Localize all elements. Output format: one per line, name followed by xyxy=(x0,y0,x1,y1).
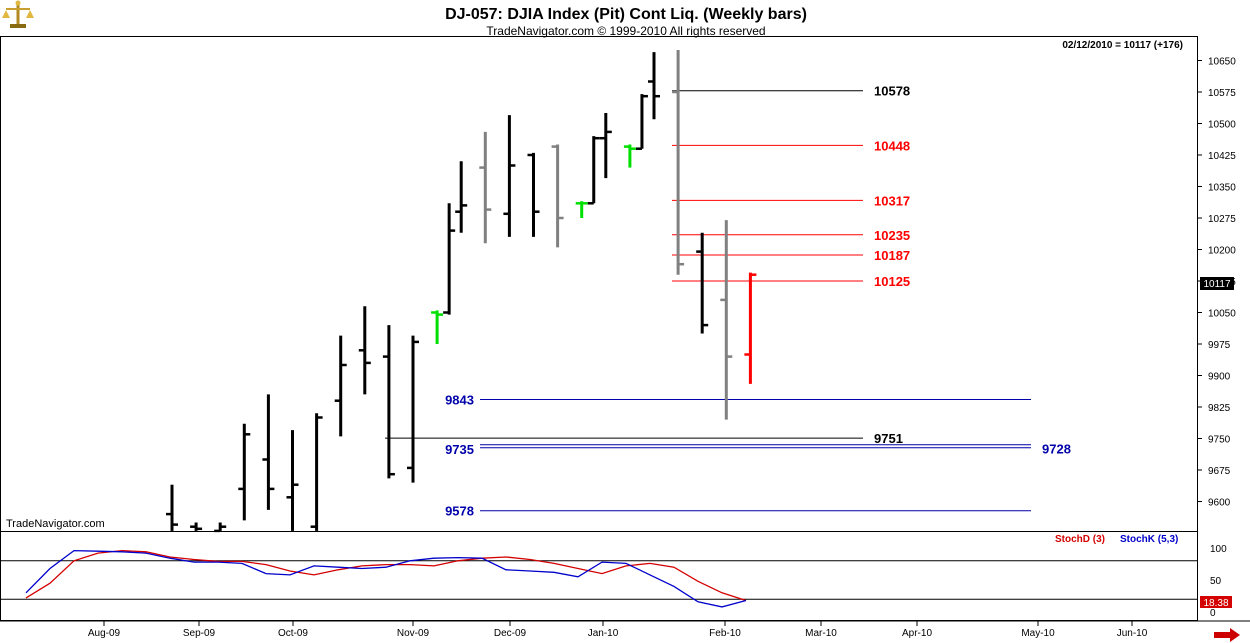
time-tick-label: Jan-10 xyxy=(588,628,619,639)
time-axis: Aug-09 Sep-09 Oct-09 Nov-09 Dec-09 Jan-10 Feb-… xyxy=(88,621,1148,639)
price-tick-label: 10275 xyxy=(1208,214,1236,225)
price-tick-label: 9750 xyxy=(1208,435,1231,446)
ohlc-bar xyxy=(407,335,419,483)
time-tick-label: Nov-09 xyxy=(397,628,430,639)
ohlc-bar xyxy=(190,522,203,531)
price-tick-label: 10350 xyxy=(1208,183,1236,194)
ohlc-bar xyxy=(334,335,347,437)
ohlc-bar xyxy=(479,131,492,244)
watermark: TradeNavigator.com xyxy=(6,518,105,530)
level-label: 10448 xyxy=(874,138,910,153)
ohlc-bar xyxy=(238,423,251,521)
stoch-tick-label: 100 xyxy=(1210,544,1227,555)
ohlc-bar xyxy=(166,484,178,531)
legend-stochk: StochK (5,3) xyxy=(1120,534,1178,545)
price-tick-label: 9675 xyxy=(1208,466,1231,477)
stochastic-panel: 100 50 0 xyxy=(1,544,1227,619)
ohlc-bar xyxy=(720,220,733,420)
ohlc-bar xyxy=(503,115,516,237)
copyright: TradeNavigator.com © 1999-2010 All right… xyxy=(486,24,765,38)
price-tick-label: 9975 xyxy=(1208,340,1231,351)
price-tick-label: 9600 xyxy=(1208,498,1231,509)
level-label: 9735 xyxy=(445,442,474,457)
ohlc-bar xyxy=(527,152,540,237)
time-tick-label: Aug-09 xyxy=(88,628,121,639)
price-bars xyxy=(166,50,757,533)
time-tick-label: Mar-10 xyxy=(805,628,837,639)
ohlc-bar xyxy=(358,306,371,395)
time-tick-label: Jun-10 xyxy=(1117,628,1148,639)
level-label: 10187 xyxy=(874,248,910,263)
price-tick-label: 10425 xyxy=(1208,151,1236,162)
ohlc-bar xyxy=(599,113,612,179)
ohlc-bar xyxy=(648,52,660,120)
price-axis: 1065010575105001042510350102751020010125… xyxy=(1197,57,1236,509)
ohlc-bar xyxy=(744,272,757,384)
ohlc-bar xyxy=(635,94,648,150)
last-price-tag: 10117 xyxy=(1200,277,1234,290)
balance-scale-icon xyxy=(2,0,34,28)
price-tick-label: 10650 xyxy=(1208,57,1236,68)
time-tick-label: May-10 xyxy=(1021,628,1055,639)
time-tick-label: Sep-09 xyxy=(183,628,216,639)
ohlc-bar xyxy=(431,310,444,344)
ohlc-bar xyxy=(672,50,685,275)
level-lines: 10578 10448 10317 10235 10187 10125 9843 9751 97… xyxy=(385,84,1071,519)
ohlc-bar xyxy=(575,201,588,218)
level-label: 10125 xyxy=(874,274,910,289)
ohlc-bar xyxy=(262,394,275,510)
price-tick-label: 10575 xyxy=(1208,88,1236,99)
time-tick-label: Feb-10 xyxy=(709,628,741,639)
ohlc-bar xyxy=(443,203,456,315)
price-tick-label: 10050 xyxy=(1208,309,1236,320)
price-tick-label: 10500 xyxy=(1208,120,1236,131)
time-tick-label: Oct-09 xyxy=(278,628,308,639)
stoch-tick-label: 0 xyxy=(1210,608,1216,619)
ohlc-bar xyxy=(286,430,299,531)
scroll-right-arrow-icon[interactable] xyxy=(1214,628,1240,642)
ohlc-bar xyxy=(623,144,636,168)
stoch-last-label: 18.38 xyxy=(1203,598,1228,609)
ohlc-bar xyxy=(310,413,323,531)
stoch-series-line xyxy=(25,549,747,608)
stoch-series-line xyxy=(25,549,747,602)
stoch-last-tag: 18.38 xyxy=(1200,596,1232,609)
ohlc-bar xyxy=(551,144,564,248)
stoch-tick-label: 50 xyxy=(1210,576,1222,587)
level-label: 9578 xyxy=(445,504,474,519)
level-label: 9751 xyxy=(874,431,903,446)
price-tick-label: 9900 xyxy=(1208,372,1231,383)
level-label: 9843 xyxy=(445,392,474,407)
ohlc-bar xyxy=(696,232,709,334)
last-price-label: 10117 xyxy=(1203,279,1231,290)
chart-title: DJ-057: DJIA Index (Pit) Cont Liq. (Week… xyxy=(445,6,807,23)
level-label: 10578 xyxy=(874,84,910,99)
ohlc-bar xyxy=(587,136,600,205)
time-tick-label: Dec-09 xyxy=(494,628,527,639)
price-tick-label: 10200 xyxy=(1208,246,1236,257)
level-label: 9728 xyxy=(1042,442,1071,457)
ohlc-bar xyxy=(382,325,395,479)
last-quote: 02/12/2010 = 10117 (+176) xyxy=(1062,40,1183,51)
ohlc-bar xyxy=(214,522,227,533)
price-tick-label: 9825 xyxy=(1208,403,1231,414)
logo xyxy=(2,0,34,28)
legend-stochd: StochD (3) xyxy=(1055,534,1105,545)
time-tick-label: Apr-10 xyxy=(902,628,932,639)
level-label: 10235 xyxy=(874,228,910,243)
level-label: 10317 xyxy=(874,193,910,208)
ohlc-bar xyxy=(455,161,468,233)
